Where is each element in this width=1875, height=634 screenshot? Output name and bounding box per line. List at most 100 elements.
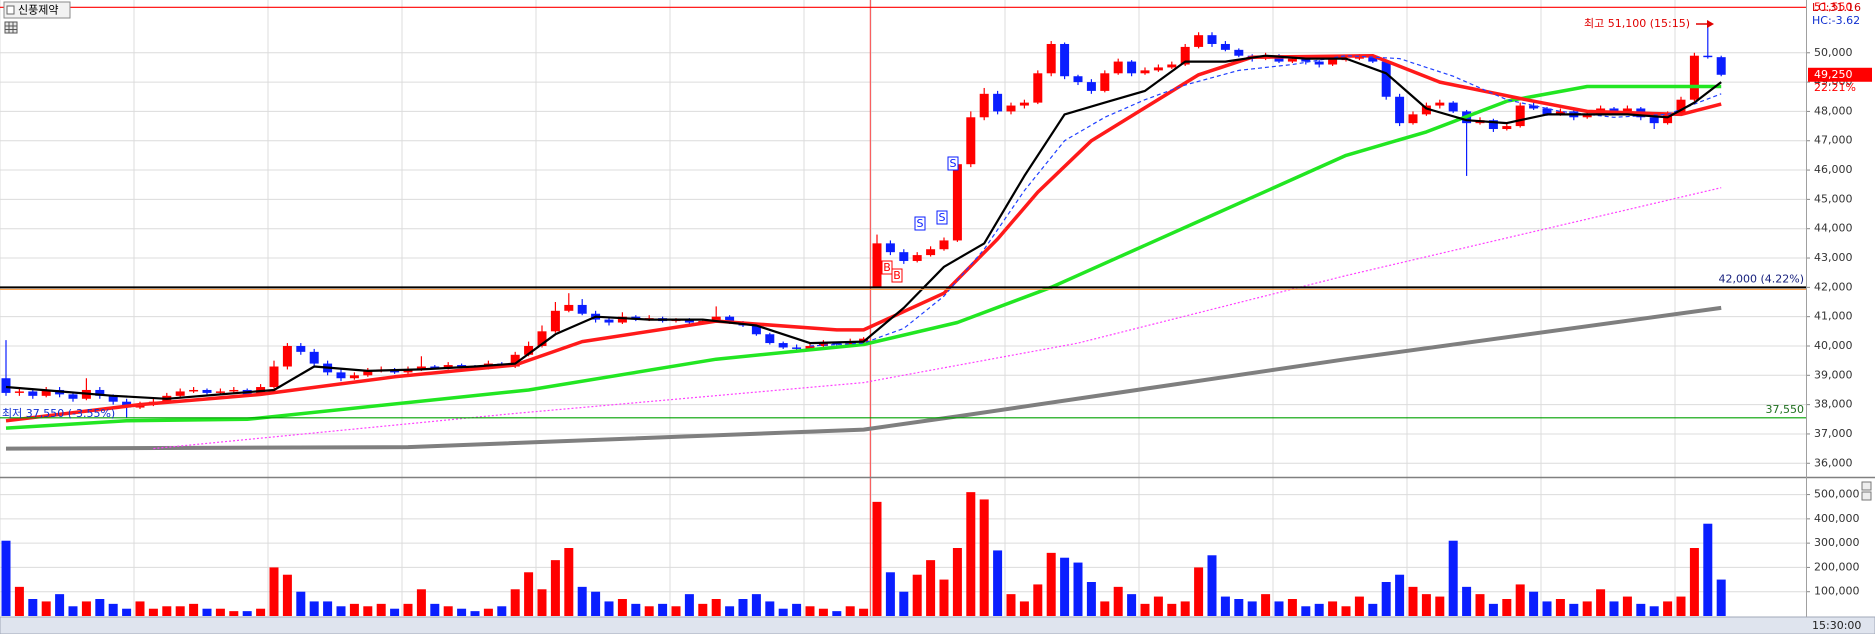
volume-bar xyxy=(443,606,453,616)
candle-body xyxy=(1113,61,1123,74)
y-tick-label: 40,000 xyxy=(1814,339,1853,352)
ma-line xyxy=(809,55,1722,347)
signal-box xyxy=(891,268,903,283)
volume-bar xyxy=(1663,601,1673,616)
level-label: 51,550 xyxy=(1814,0,1853,13)
level-label: 42,000 (4.22%) xyxy=(1718,272,1804,285)
y-tick-label: 50,000 xyxy=(1814,46,1853,59)
volume-bar xyxy=(872,501,882,616)
candle-body xyxy=(684,319,694,323)
candle-body xyxy=(885,243,895,253)
candle-body xyxy=(1689,55,1699,100)
volume-bar xyxy=(818,608,828,616)
volume-bar xyxy=(363,606,373,616)
candle-body xyxy=(1555,111,1565,115)
volume-tick-label: 300,000 xyxy=(1814,536,1860,549)
volume-bar xyxy=(537,589,547,616)
volume-bar xyxy=(336,606,346,616)
volume-bar xyxy=(1006,594,1016,616)
candle-body xyxy=(939,240,949,250)
volume-bar xyxy=(1448,540,1458,616)
volume-bar xyxy=(1475,594,1485,616)
candle-body xyxy=(1529,105,1539,109)
volume-bar xyxy=(899,591,909,616)
volume-bar xyxy=(1596,589,1606,616)
candle-body xyxy=(1703,55,1713,58)
volume-bar xyxy=(1649,606,1659,616)
volume-bar xyxy=(1542,601,1552,616)
candle-body xyxy=(617,316,627,323)
candle-body xyxy=(189,389,199,392)
candle-body xyxy=(725,316,735,323)
candle-body xyxy=(966,117,976,165)
volume-bar xyxy=(725,606,735,616)
volume-bar xyxy=(1287,599,1297,616)
candle-body xyxy=(1395,96,1405,124)
candle-body xyxy=(550,310,560,332)
candle-body xyxy=(604,319,614,323)
volume-bar xyxy=(55,594,65,616)
volume-bar xyxy=(1609,601,1619,616)
signal-box xyxy=(881,260,893,275)
candle-body xyxy=(577,304,587,314)
candle-body xyxy=(309,351,319,364)
candle-body xyxy=(510,354,520,367)
candle-body xyxy=(1100,73,1110,91)
volume-bar xyxy=(1113,586,1123,616)
candle-body xyxy=(778,343,788,348)
volume-bar xyxy=(1529,591,1539,616)
y-tick-label: 47,000 xyxy=(1814,134,1853,147)
scroll-buttons[interactable] xyxy=(1861,481,1872,501)
volume-bar xyxy=(1127,594,1137,616)
grid-icon[interactable] xyxy=(4,21,18,34)
candle-body xyxy=(926,249,936,256)
volume-bar xyxy=(658,603,668,616)
candle-body xyxy=(1582,114,1592,118)
candle-body xyxy=(1368,55,1378,62)
volume-bar xyxy=(1435,596,1445,616)
volume-bar xyxy=(1462,586,1472,616)
title-checkbox[interactable] xyxy=(6,5,15,15)
volume-bar xyxy=(309,601,319,616)
volume-bar xyxy=(497,606,507,616)
volume-bar xyxy=(135,601,145,616)
candle-body xyxy=(282,345,292,367)
info-label: HC:-3.62 xyxy=(1812,14,1860,27)
volume-bar xyxy=(1515,584,1525,616)
volume-bar xyxy=(1622,596,1632,616)
candle-body xyxy=(1381,61,1391,97)
volume-bar xyxy=(162,606,172,616)
candle-body xyxy=(524,345,534,355)
candle-body xyxy=(1488,120,1498,130)
volume-bar xyxy=(1234,599,1244,616)
candle-body xyxy=(818,343,828,346)
candle-body xyxy=(1167,64,1177,68)
volume-bar xyxy=(1086,582,1096,616)
volume-bar xyxy=(1328,601,1338,616)
volume-bar xyxy=(1555,599,1565,616)
volume-bar xyxy=(1408,586,1418,616)
candle-body xyxy=(1019,102,1029,106)
volume-bar xyxy=(215,608,225,616)
volume-bar xyxy=(778,608,788,616)
volume-bar xyxy=(282,574,292,616)
info-label: LC:31.16 xyxy=(1812,1,1861,14)
volume-bar xyxy=(1689,548,1699,616)
volume-bar xyxy=(631,603,641,616)
volume-bar xyxy=(591,591,601,616)
volume-bar xyxy=(1073,562,1083,616)
volume-bar xyxy=(269,567,279,616)
candle-body xyxy=(215,391,225,393)
ma-line xyxy=(5,54,1722,400)
volume-bar xyxy=(1220,596,1230,616)
candle-body xyxy=(296,345,306,352)
candle-body xyxy=(1153,67,1163,71)
candle-body xyxy=(1622,108,1632,112)
volume-bar xyxy=(1582,601,1592,616)
candle-body xyxy=(202,389,212,393)
volume-bar xyxy=(926,560,936,616)
volume-bar xyxy=(148,608,158,616)
volume-bar xyxy=(966,492,976,616)
volume-bar xyxy=(1046,552,1056,616)
